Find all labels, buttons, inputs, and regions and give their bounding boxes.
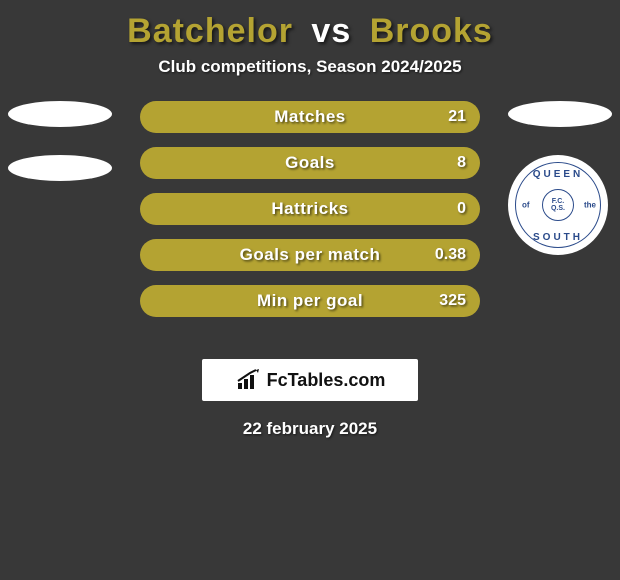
badge-text-right: the: [584, 201, 596, 210]
stat-bar-fill: [140, 239, 480, 271]
stat-bar-fill: [140, 285, 480, 317]
badge-text-left: of: [522, 201, 530, 210]
title-vs: vs: [311, 12, 351, 50]
team-logo-right: QUEEN of the F.C. Q.S. SOUTH: [508, 101, 612, 255]
ellipse-icon: [8, 155, 112, 181]
badge-center-text: F.C. Q.S.: [551, 198, 565, 212]
stat-bar: Goals8: [140, 147, 480, 179]
comparison-area: Matches21 Goals8 Hattricks0 Goals per match…: [0, 101, 620, 351]
brand-text: FcTables.com: [267, 370, 386, 391]
title-player2: Brooks: [370, 12, 493, 50]
stat-bars: Matches21 Goals8 Hattricks0 Goals per match…: [140, 101, 480, 331]
brand-badge: FcTables.com: [202, 359, 418, 401]
bar-chart-icon: [235, 369, 261, 391]
badge-text-top: QUEEN: [533, 169, 584, 180]
stat-bar-fill: [140, 147, 480, 179]
ellipse-icon: [508, 101, 612, 127]
subtitle: Club competitions, Season 2024/2025: [0, 57, 620, 77]
stat-bar: Matches21: [140, 101, 480, 133]
badge-text-bottom: SOUTH: [533, 232, 583, 243]
page-title: Batchelor vs Brooks: [0, 12, 620, 51]
infographic-root: Batchelor vs Brooks Club competitions, S…: [0, 0, 620, 439]
stat-bar: Goals per match0.38: [140, 239, 480, 271]
ellipse-icon: [8, 101, 112, 127]
date-label: 22 february 2025: [0, 419, 620, 439]
club-badge: QUEEN of the F.C. Q.S. SOUTH: [508, 155, 608, 255]
stat-bar: Hattricks0: [140, 193, 480, 225]
title-player1: Batchelor: [127, 12, 293, 50]
stat-bar-fill: [140, 193, 480, 225]
stat-bar-fill: [140, 101, 480, 133]
badge-center: F.C. Q.S.: [542, 189, 574, 221]
team-logo-left: [8, 101, 112, 209]
stat-bar: Min per goal325: [140, 285, 480, 317]
club-badge-ring: QUEEN of the F.C. Q.S. SOUTH: [515, 162, 601, 248]
